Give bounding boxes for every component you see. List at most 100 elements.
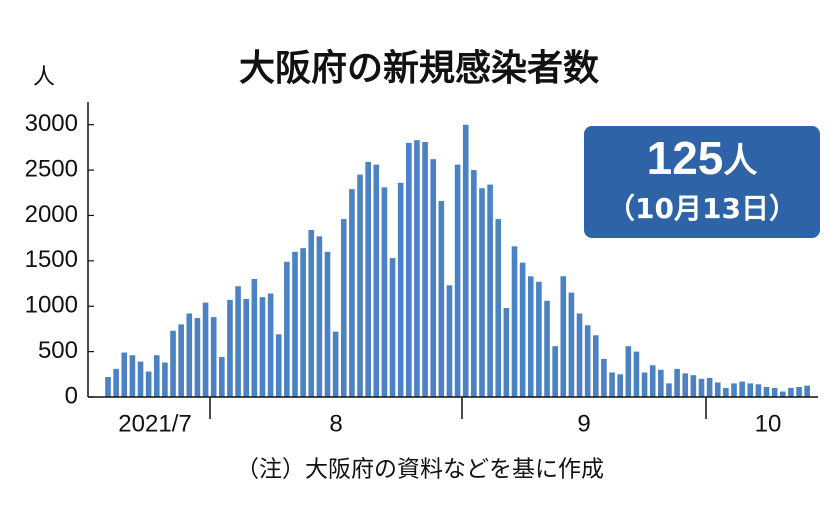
bar bbox=[365, 161, 371, 397]
bar bbox=[105, 377, 111, 397]
bar bbox=[259, 297, 266, 397]
bar bbox=[487, 184, 493, 397]
note: （注）大阪府の資料などを基に作成 bbox=[236, 457, 604, 483]
y-tick-label: 1500 bbox=[25, 246, 78, 273]
bar bbox=[682, 373, 689, 397]
bar bbox=[357, 174, 363, 397]
bar bbox=[771, 387, 778, 397]
bar bbox=[406, 142, 412, 397]
bar bbox=[292, 251, 298, 397]
bar bbox=[584, 325, 591, 397]
bar bbox=[137, 361, 144, 397]
bar bbox=[714, 382, 721, 397]
bar bbox=[332, 331, 339, 397]
bar bbox=[210, 317, 217, 397]
bar bbox=[430, 159, 436, 397]
y-tick-label: 0 bbox=[65, 382, 78, 409]
chart-title: 大阪府の新規感染者数 bbox=[239, 47, 599, 89]
bar bbox=[552, 346, 558, 397]
y-tick-label: 2500 bbox=[25, 155, 78, 182]
bar bbox=[625, 346, 632, 397]
bar bbox=[219, 357, 225, 397]
bar bbox=[389, 258, 396, 397]
bar bbox=[609, 372, 615, 397]
y-tick-label: 1000 bbox=[25, 292, 78, 319]
x-tick-label: 10 bbox=[755, 410, 782, 437]
bar bbox=[194, 318, 201, 397]
bar bbox=[275, 334, 282, 397]
bar bbox=[373, 164, 380, 397]
bar bbox=[804, 385, 810, 397]
y-tick-label: 500 bbox=[38, 337, 78, 364]
bar bbox=[698, 378, 705, 397]
bar bbox=[649, 365, 656, 397]
bar bbox=[381, 187, 388, 397]
bar bbox=[755, 384, 762, 397]
bar bbox=[779, 391, 786, 397]
x-tick-label: 2021/7 bbox=[118, 410, 191, 437]
bar bbox=[723, 387, 729, 397]
y-tick-label: 2000 bbox=[25, 201, 78, 228]
x-tick-label: 8 bbox=[329, 410, 342, 437]
bar bbox=[454, 164, 461, 397]
bar bbox=[284, 261, 290, 397]
bar bbox=[666, 383, 672, 397]
bar bbox=[153, 355, 160, 397]
bar bbox=[601, 358, 607, 397]
bar bbox=[129, 355, 136, 397]
y-tick-label: 3000 bbox=[25, 110, 78, 137]
bar bbox=[162, 362, 168, 397]
bar bbox=[511, 246, 518, 397]
bar bbox=[267, 293, 274, 397]
bar bbox=[706, 377, 713, 397]
bar bbox=[471, 170, 477, 397]
bar bbox=[145, 371, 152, 397]
bar bbox=[324, 251, 331, 397]
y-unit: 人 bbox=[33, 65, 55, 90]
bar bbox=[568, 292, 575, 397]
bar bbox=[397, 182, 404, 397]
bar bbox=[462, 124, 469, 397]
bar bbox=[763, 387, 770, 397]
bar bbox=[121, 352, 128, 397]
bar bbox=[495, 219, 502, 397]
bar bbox=[503, 308, 510, 397]
badge-date: （10月13日） bbox=[607, 192, 797, 225]
bar bbox=[658, 369, 664, 397]
badge-value: 125人 bbox=[647, 132, 758, 184]
bar bbox=[178, 324, 184, 397]
bar bbox=[739, 381, 745, 397]
bar bbox=[527, 276, 534, 397]
bar bbox=[544, 300, 550, 397]
bar bbox=[235, 286, 241, 397]
bar bbox=[243, 298, 250, 397]
bar bbox=[414, 140, 420, 397]
bar bbox=[617, 374, 623, 397]
bar bbox=[747, 383, 754, 397]
bar bbox=[251, 279, 258, 397]
bar bbox=[519, 262, 526, 397]
bar bbox=[674, 368, 680, 397]
bar bbox=[731, 383, 737, 397]
bar bbox=[186, 313, 193, 397]
bar bbox=[446, 285, 453, 397]
bar bbox=[349, 189, 355, 397]
bar bbox=[690, 375, 697, 397]
bar bbox=[170, 330, 176, 397]
bar bbox=[340, 219, 347, 397]
bar bbox=[576, 313, 583, 397]
bar bbox=[788, 387, 794, 397]
bar bbox=[300, 248, 306, 397]
bar bbox=[113, 368, 119, 397]
bar bbox=[641, 372, 648, 397]
bar bbox=[438, 200, 445, 397]
x-tick-label: 9 bbox=[577, 410, 590, 437]
bar bbox=[593, 335, 599, 397]
bar bbox=[479, 188, 485, 397]
bar bbox=[422, 141, 428, 397]
bar bbox=[227, 299, 233, 397]
bar bbox=[536, 281, 542, 397]
bar bbox=[633, 351, 640, 397]
bar bbox=[796, 387, 802, 397]
